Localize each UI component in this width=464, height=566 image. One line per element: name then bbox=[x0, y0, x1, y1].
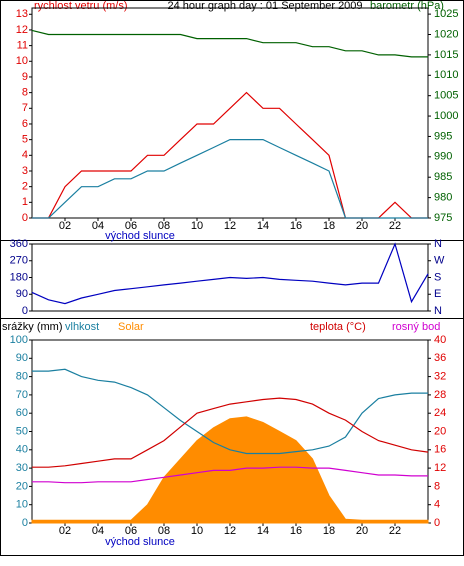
y-tick-label: 0 bbox=[22, 305, 28, 317]
y2-label: barometr (hPa) bbox=[370, 0, 444, 12]
x-tick-label: 22 bbox=[389, 525, 401, 537]
y2-tick-label: N bbox=[434, 238, 442, 250]
y-tick-label: 30 bbox=[16, 462, 28, 474]
y-tick-label: 90 bbox=[16, 288, 28, 300]
x-tick-label: 08 bbox=[158, 525, 170, 537]
x-tick-label: 04 bbox=[92, 220, 104, 232]
y2-tick-label: 1015 bbox=[434, 49, 458, 61]
legend-entry: rosný bod bbox=[392, 321, 440, 333]
y2-tick-label: 1000 bbox=[434, 110, 458, 122]
y-tick-label: 6 bbox=[22, 118, 28, 130]
y-label: rychlost vetru (m/s) bbox=[34, 0, 128, 12]
line bbox=[32, 368, 428, 455]
y2-tick-label: E bbox=[434, 288, 441, 300]
y2-tick-label: 1005 bbox=[434, 90, 458, 102]
y-tick-label: 13 bbox=[16, 8, 28, 20]
y2-tick-label: 36 bbox=[434, 352, 446, 364]
y-tick-label: 9 bbox=[22, 71, 28, 83]
y2-tick-label: 40 bbox=[434, 334, 446, 346]
legend-entry: Solar bbox=[118, 321, 144, 333]
y2-tick-label: 1010 bbox=[434, 69, 458, 81]
y-tick-label: 10 bbox=[16, 55, 28, 67]
x-tick-label: 22 bbox=[389, 220, 401, 232]
x-tick-label: 20 bbox=[356, 525, 368, 537]
y2-tick-label: 0 bbox=[434, 517, 440, 529]
y-tick-label: 70 bbox=[16, 389, 28, 401]
y2-tick-label: N bbox=[434, 305, 442, 317]
y-tick-label: 10 bbox=[16, 499, 28, 511]
y-tick-label: 11 bbox=[17, 40, 28, 52]
x-tick-label: 06 bbox=[125, 525, 137, 537]
line bbox=[32, 139, 428, 219]
y-tick-label: 2 bbox=[22, 181, 28, 193]
x-tick-label: 04 bbox=[92, 525, 104, 537]
y-tick-label: 270 bbox=[10, 255, 28, 267]
x-tick-label: 12 bbox=[224, 220, 236, 232]
y2-tick-label: 20 bbox=[434, 425, 446, 437]
y-tick-label: 0 bbox=[22, 517, 28, 529]
y-tick-label: 360 bbox=[10, 238, 28, 250]
x-tick-label: 08 bbox=[158, 220, 170, 232]
y2-tick-label: 1020 bbox=[434, 28, 458, 40]
x-tick-label: 02 bbox=[59, 525, 71, 537]
y-tick-label: 12 bbox=[16, 24, 28, 36]
y2-tick-label: 28 bbox=[434, 389, 446, 401]
line bbox=[31, 29, 428, 58]
x-tick-label: 20 bbox=[356, 220, 368, 232]
y-tick-label: 180 bbox=[10, 271, 28, 283]
y2-tick-label: 16 bbox=[434, 444, 446, 456]
x-tick-label: 06 bbox=[125, 220, 137, 232]
y-tick-label: 1 bbox=[22, 196, 28, 208]
chart-title: 24 hour graph day : 01 September 2009 bbox=[167, 0, 362, 12]
y2-tick-label: 8 bbox=[434, 480, 440, 492]
x-tick-label: 10 bbox=[191, 525, 203, 537]
y-tick-label: 3 bbox=[22, 165, 28, 177]
y-tick-label: 90 bbox=[16, 352, 28, 364]
y-tick-label: 7 bbox=[22, 102, 28, 114]
line bbox=[32, 466, 428, 484]
y-tick-label: 60 bbox=[16, 407, 28, 419]
y2-tick-label: 24 bbox=[434, 407, 446, 419]
y-tick-label: 50 bbox=[16, 425, 28, 437]
y2-tick-label: 990 bbox=[434, 151, 452, 163]
x-tick-label: 14 bbox=[257, 525, 269, 537]
y2-tick-label: 995 bbox=[434, 130, 452, 142]
y-tick-label: 20 bbox=[16, 480, 28, 492]
y2-tick-label: 32 bbox=[434, 371, 446, 383]
x-tick-label: 14 bbox=[257, 220, 269, 232]
y-tick-label: 5 bbox=[22, 134, 28, 146]
y2-tick-label: 1025 bbox=[434, 8, 458, 20]
y2-tick-label: 985 bbox=[434, 171, 452, 183]
annotation: východ slunce bbox=[105, 230, 175, 242]
legend-entry: teplota (°C) bbox=[310, 321, 366, 333]
legend-entry: vlhkost bbox=[65, 321, 99, 333]
y-tick-label: 40 bbox=[16, 444, 28, 456]
y2-tick-label: 980 bbox=[434, 192, 452, 204]
x-tick-label: 16 bbox=[290, 220, 302, 232]
y2-tick-label: S bbox=[434, 271, 441, 283]
y2-tick-label: 975 bbox=[434, 212, 452, 224]
y-tick-label: 0 bbox=[22, 212, 28, 224]
y2-tick-label: 12 bbox=[434, 462, 446, 474]
y-tick-label: 4 bbox=[22, 149, 28, 161]
annotation: východ slunce bbox=[105, 536, 175, 548]
y-tick-label: 80 bbox=[16, 371, 28, 383]
x-tick-label: 16 bbox=[290, 525, 302, 537]
y2-tick-label: 4 bbox=[434, 499, 440, 511]
x-tick-label: 02 bbox=[59, 220, 71, 232]
line bbox=[32, 397, 429, 468]
y-tick-label: 100 bbox=[10, 334, 28, 346]
line bbox=[31, 242, 429, 305]
x-tick-label: 10 bbox=[191, 220, 203, 232]
x-tick-label: 12 bbox=[224, 525, 236, 537]
x-tick-label: 18 bbox=[323, 525, 335, 537]
x-tick-label: 18 bbox=[323, 220, 335, 232]
y2-tick-label: W bbox=[434, 255, 445, 267]
rain-label: srážky (mm) bbox=[2, 321, 63, 333]
y-tick-label: 8 bbox=[22, 87, 28, 99]
